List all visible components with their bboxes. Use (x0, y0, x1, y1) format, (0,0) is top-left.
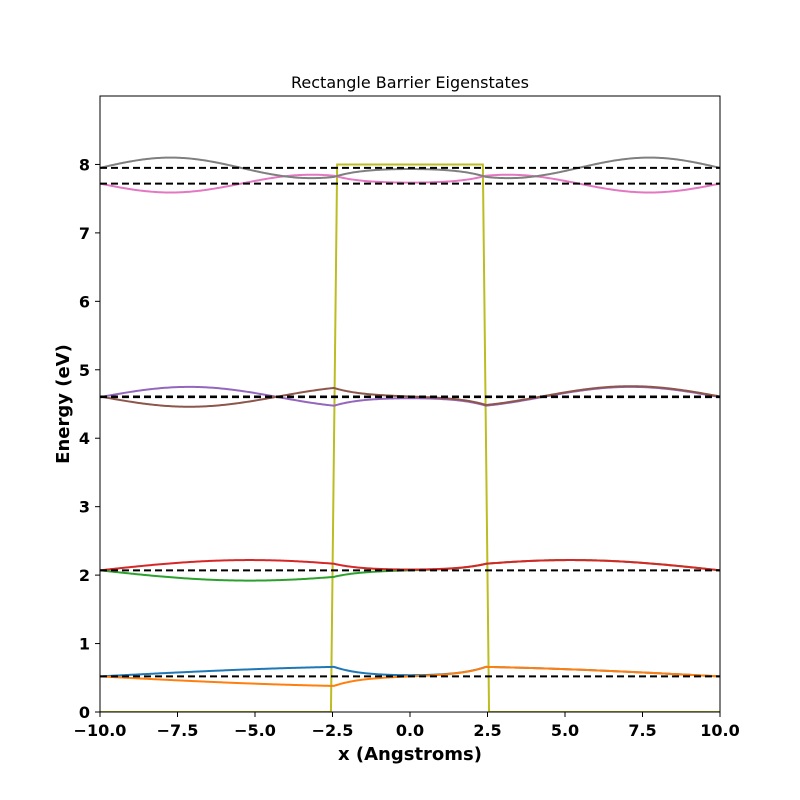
x-tick-label: −5.0 (234, 721, 276, 740)
y-tick-label: 4 (79, 429, 90, 448)
x-tick-label: −2.5 (312, 721, 354, 740)
x-tick-label: 2.5 (473, 721, 501, 740)
x-tick-label: 10.0 (700, 721, 739, 740)
y-tick-label: 6 (79, 292, 90, 311)
x-tick-label: 7.5 (628, 721, 656, 740)
x-axis-label: x (Angstroms) (338, 744, 482, 765)
wavefunction-line-8 (100, 156, 720, 180)
x-tick-label: 5.0 (551, 721, 579, 740)
barrier-potential-line (100, 163, 720, 712)
x-tick-label: −10.0 (74, 721, 127, 740)
y-tick-label: 8 (79, 155, 90, 174)
y-tick-label: 7 (79, 224, 90, 243)
y-tick-label: 0 (79, 703, 90, 722)
y-tick-label: 5 (79, 361, 90, 380)
x-tick-label: 0.0 (396, 721, 424, 740)
x-tick-label: −7.5 (157, 721, 199, 740)
plot-area (100, 156, 720, 712)
y-tick-label: 3 (79, 498, 90, 517)
y-tick-label: 2 (79, 566, 90, 585)
y-axis-label: Energy (eV) (53, 344, 74, 464)
y-axis: 0 1 2 3 4 5 6 7 8 (79, 155, 100, 722)
x-axis: −10.0 −7.5 −5.0 −2.5 0.0 2.5 5.0 7.5 10.0 (74, 712, 740, 740)
y-tick-label: 1 (79, 635, 90, 654)
chart-title: Rectangle Barrier Eigenstates (291, 73, 529, 92)
